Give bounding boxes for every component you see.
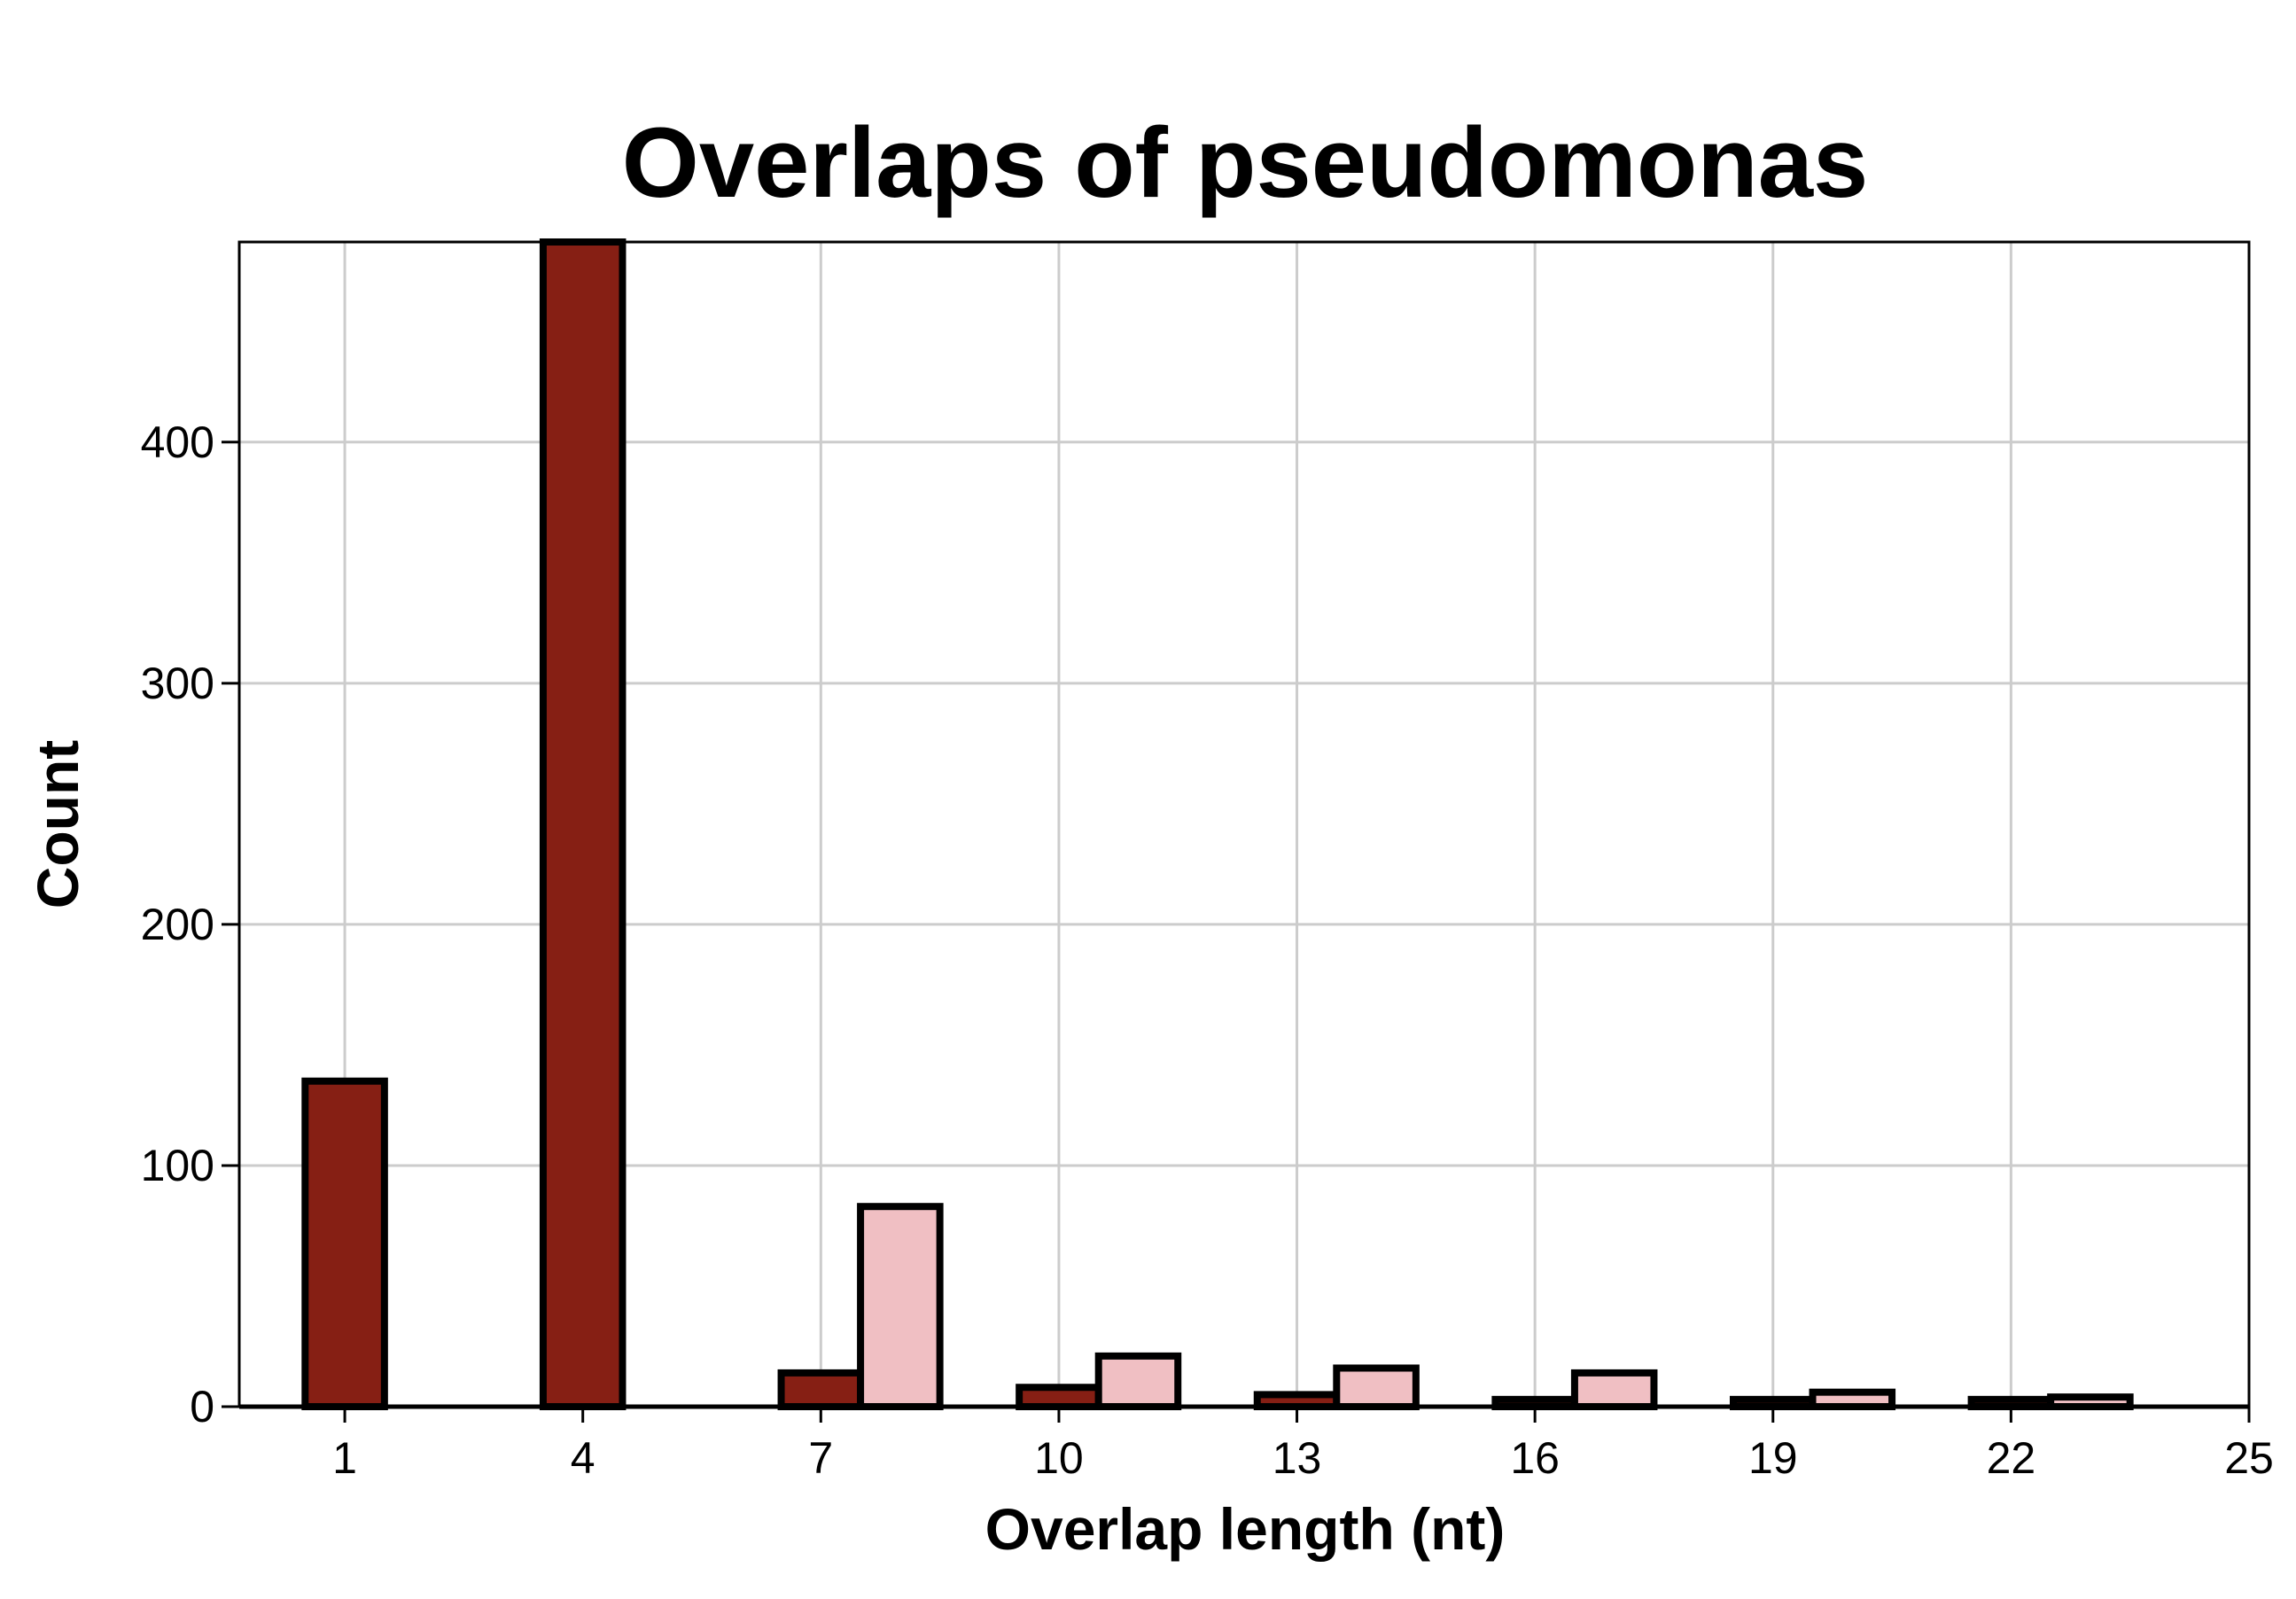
y-tick-label: 200 xyxy=(141,900,214,949)
x-tick-label: 16 xyxy=(1510,1433,1560,1483)
x-tick-label: 7 xyxy=(808,1433,833,1483)
x-tick-label: 13 xyxy=(1273,1433,1322,1483)
y-tick-label: 100 xyxy=(141,1141,214,1190)
y-tick-label: 300 xyxy=(141,659,214,708)
ticks: 1 4 7 10 13 16 19 22 25 0 100 200 300 400 xyxy=(141,417,2274,1483)
x-axis-label: Overlap length (nt) xyxy=(985,1496,1506,1562)
bar-series1-x7 xyxy=(777,1369,865,1411)
x-tick-label: 1 xyxy=(332,1433,357,1483)
bar-series1-x1 xyxy=(301,1077,388,1410)
x-tick-label: 10 xyxy=(1034,1433,1084,1483)
bar-series1-x10 xyxy=(1016,1384,1102,1411)
bar-series2-x8 xyxy=(857,1203,944,1410)
y-tick-label: 400 xyxy=(141,417,214,467)
bar-series2-x11 xyxy=(1094,1352,1182,1410)
bar-series2-x17 xyxy=(1570,1369,1658,1411)
x-tick-label: 25 xyxy=(2224,1433,2274,1483)
x-tick-label: 19 xyxy=(1748,1433,1798,1483)
y-tick-label: 0 xyxy=(190,1382,214,1431)
bar-series1-x4 xyxy=(539,238,627,1410)
x-tick-label: 22 xyxy=(1987,1433,2036,1483)
x-tick-label: 4 xyxy=(571,1433,595,1483)
bar-series2-x14 xyxy=(1333,1364,1420,1410)
chart-title: Overlaps of pseudomonas xyxy=(622,107,1869,218)
y-axis-label: Count xyxy=(25,740,90,909)
